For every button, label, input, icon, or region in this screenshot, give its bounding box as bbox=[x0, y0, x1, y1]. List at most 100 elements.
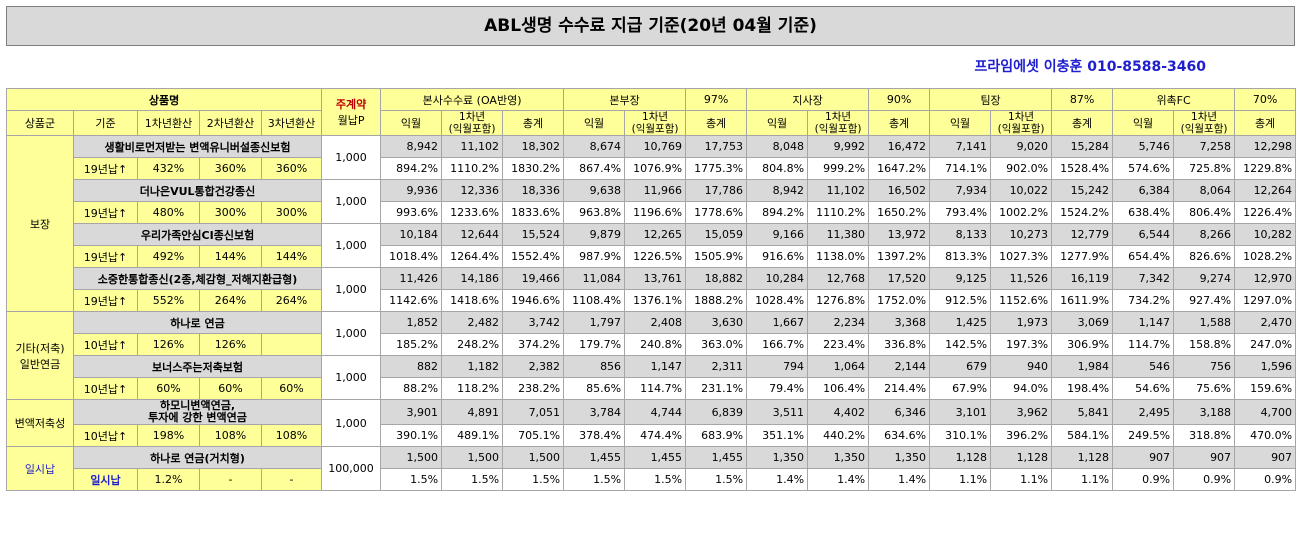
amount-cell: 12,779 bbox=[1051, 223, 1114, 246]
rate-cell: 54.6% bbox=[1112, 377, 1175, 400]
rate-cell: 1152.6% bbox=[990, 289, 1053, 312]
rate-cell: 185.2% bbox=[380, 333, 443, 356]
subheader-first-year: 1차년(익월포함) bbox=[624, 110, 687, 136]
rate-cell: 374.2% bbox=[502, 333, 565, 356]
rate-cell: 1.1% bbox=[990, 468, 1053, 491]
rate-cell: 1018.4% bbox=[380, 245, 443, 268]
section-branch-pct: 90% bbox=[868, 88, 931, 111]
product-amount-row: 기타(저축) 일반연금 하나로 연금 1,000 1,852 2,482 3,742 1,7… bbox=[6, 311, 1297, 400]
year1-rate: 198% bbox=[137, 424, 200, 447]
payment-basis: 19년납↑ bbox=[73, 289, 138, 312]
rate-cell: 1264.4% bbox=[441, 245, 504, 268]
product-amount-row: 우리가족안심CI종신보험 1,000 10,184 12,644 15,524 9,879… bbox=[7, 223, 1297, 268]
year2-rate: 126% bbox=[199, 333, 262, 356]
rate-cell: 474.4% bbox=[624, 424, 687, 447]
rate-cell: 238.2% bbox=[502, 377, 565, 400]
payment-basis: 10년납↑ bbox=[73, 377, 138, 400]
rate-cell: 894.2% bbox=[380, 157, 443, 180]
amount-cell: 2,144 bbox=[868, 355, 931, 378]
subheader-next-month: 익월 bbox=[563, 110, 626, 136]
amount-cell: 679 bbox=[929, 355, 992, 378]
amount-cell: 3,101 bbox=[929, 399, 992, 425]
amount-cell: 546 bbox=[1112, 355, 1175, 378]
amount-cell: 3,368 bbox=[868, 311, 931, 334]
product-name: 더나은VUL통합건강종신 bbox=[72, 179, 323, 202]
product-amount-row: 변액저축성 하모니변액연금, 투자에 강한 변액연금 1,000 3,901 4,891 7… bbox=[6, 399, 1297, 447]
section-hq-header: 본사수수료 (OA반영) bbox=[380, 88, 565, 111]
rate-cell: 106.4% bbox=[807, 377, 870, 400]
subheader-next-month: 익월 bbox=[746, 110, 809, 136]
product-amount-row: 더나은VUL통합건강종신 1,000 9,936 12,336 18,336 9,638 1… bbox=[7, 179, 1297, 224]
rate-cell: 1528.4% bbox=[1051, 157, 1114, 180]
amount-cell: 12,298 bbox=[1234, 135, 1297, 158]
product-rate-row: 10년납↑ 198% 108% 108% 390.1% 489.1% 705.1% 378.4… bbox=[7, 424, 1297, 447]
amount-cell: 3,962 bbox=[990, 399, 1053, 425]
rate-cell: 1027.3% bbox=[990, 245, 1053, 268]
amount-cell: 8,942 bbox=[746, 179, 809, 202]
rate-cell: 813.3% bbox=[929, 245, 992, 268]
year3-rate: 108% bbox=[260, 424, 323, 447]
amount-cell: 1,128 bbox=[990, 446, 1053, 469]
rate-cell: 1946.6% bbox=[502, 289, 565, 312]
year1-rate: 126% bbox=[137, 333, 200, 356]
amount-cell: 2,311 bbox=[685, 355, 748, 378]
rate-cell: 1833.6% bbox=[502, 201, 565, 224]
rate-cell: 867.4% bbox=[563, 157, 626, 180]
rate-cell: 1505.9% bbox=[685, 245, 748, 268]
rate-cell: 440.2% bbox=[807, 424, 870, 447]
amount-cell: 1,500 bbox=[380, 446, 443, 469]
amount-cell: 8,048 bbox=[746, 135, 809, 158]
amount-cell: 1,147 bbox=[1112, 311, 1175, 334]
amount-cell: 5,841 bbox=[1051, 399, 1114, 425]
amount-cell: 16,119 bbox=[1051, 267, 1114, 290]
rate-cell: 1028.2% bbox=[1234, 245, 1297, 268]
rate-cell: 247.0% bbox=[1234, 333, 1297, 356]
rate-cell: 993.6% bbox=[380, 201, 443, 224]
year2-rate: 264% bbox=[199, 289, 262, 312]
subheader-next-month: 익월 bbox=[1112, 110, 1175, 136]
rate-cell: 1.4% bbox=[868, 468, 931, 491]
rate-cell: 705.1% bbox=[502, 424, 565, 447]
amount-cell: 17,520 bbox=[868, 267, 931, 290]
rate-cell: 310.1% bbox=[929, 424, 992, 447]
payment-basis: 19년납↑ bbox=[73, 201, 138, 224]
rate-cell: 118.2% bbox=[441, 377, 504, 400]
amount-cell: 1,350 bbox=[807, 446, 870, 469]
rate-cell: 1002.2% bbox=[990, 201, 1053, 224]
subheader-first-year: 1차년(익월포함) bbox=[1173, 110, 1236, 136]
amount-cell: 8,266 bbox=[1173, 223, 1236, 246]
amount-cell: 1,455 bbox=[685, 446, 748, 469]
amount-cell: 1,667 bbox=[746, 311, 809, 334]
rate-cell: 734.2% bbox=[1112, 289, 1175, 312]
rate-cell: 963.8% bbox=[563, 201, 626, 224]
rate-cell: 1277.9% bbox=[1051, 245, 1114, 268]
amount-cell: 4,402 bbox=[807, 399, 870, 425]
rate-cell: 1.1% bbox=[929, 468, 992, 491]
main-contract-header: 주계약 월납P bbox=[321, 88, 382, 136]
fee-table: 상품명 주계약 월납P 본사수수료 (OA반영) 본부장 97% 지사장 90%… bbox=[5, 88, 1297, 491]
amount-cell: 9,166 bbox=[746, 223, 809, 246]
amount-cell: 8,942 bbox=[380, 135, 443, 158]
year1-rate: 1.2% bbox=[137, 468, 200, 491]
amount-cell: 10,273 bbox=[990, 223, 1053, 246]
rate-cell: 1397.2% bbox=[868, 245, 931, 268]
amount-cell: 3,511 bbox=[746, 399, 809, 425]
rate-cell: 390.1% bbox=[380, 424, 443, 447]
section-fc-pct: 70% bbox=[1234, 88, 1297, 111]
rate-cell: 912.5% bbox=[929, 289, 992, 312]
rate-cell: 999.2% bbox=[807, 157, 870, 180]
payment-basis: 10년납↑ bbox=[73, 333, 138, 356]
year1-rate: 552% bbox=[137, 289, 200, 312]
group-label: 일시납 bbox=[24, 462, 56, 476]
amount-cell: 9,936 bbox=[380, 179, 443, 202]
monthly-premium: 1,000 bbox=[321, 399, 382, 447]
product-rate-row: 19년납↑ 432% 360% 360% 894.2% 1110.2% 1830.2% 867… bbox=[7, 157, 1297, 180]
amount-cell: 19,466 bbox=[502, 267, 565, 290]
rate-cell: 223.4% bbox=[807, 333, 870, 356]
year1-rate: 480% bbox=[137, 201, 200, 224]
rate-cell: 1028.4% bbox=[746, 289, 809, 312]
rate-cell: 142.5% bbox=[929, 333, 992, 356]
amount-cell: 6,839 bbox=[685, 399, 748, 425]
amount-cell: 756 bbox=[1173, 355, 1236, 378]
product-name: 우리가족안심CI종신보험 bbox=[72, 223, 323, 246]
